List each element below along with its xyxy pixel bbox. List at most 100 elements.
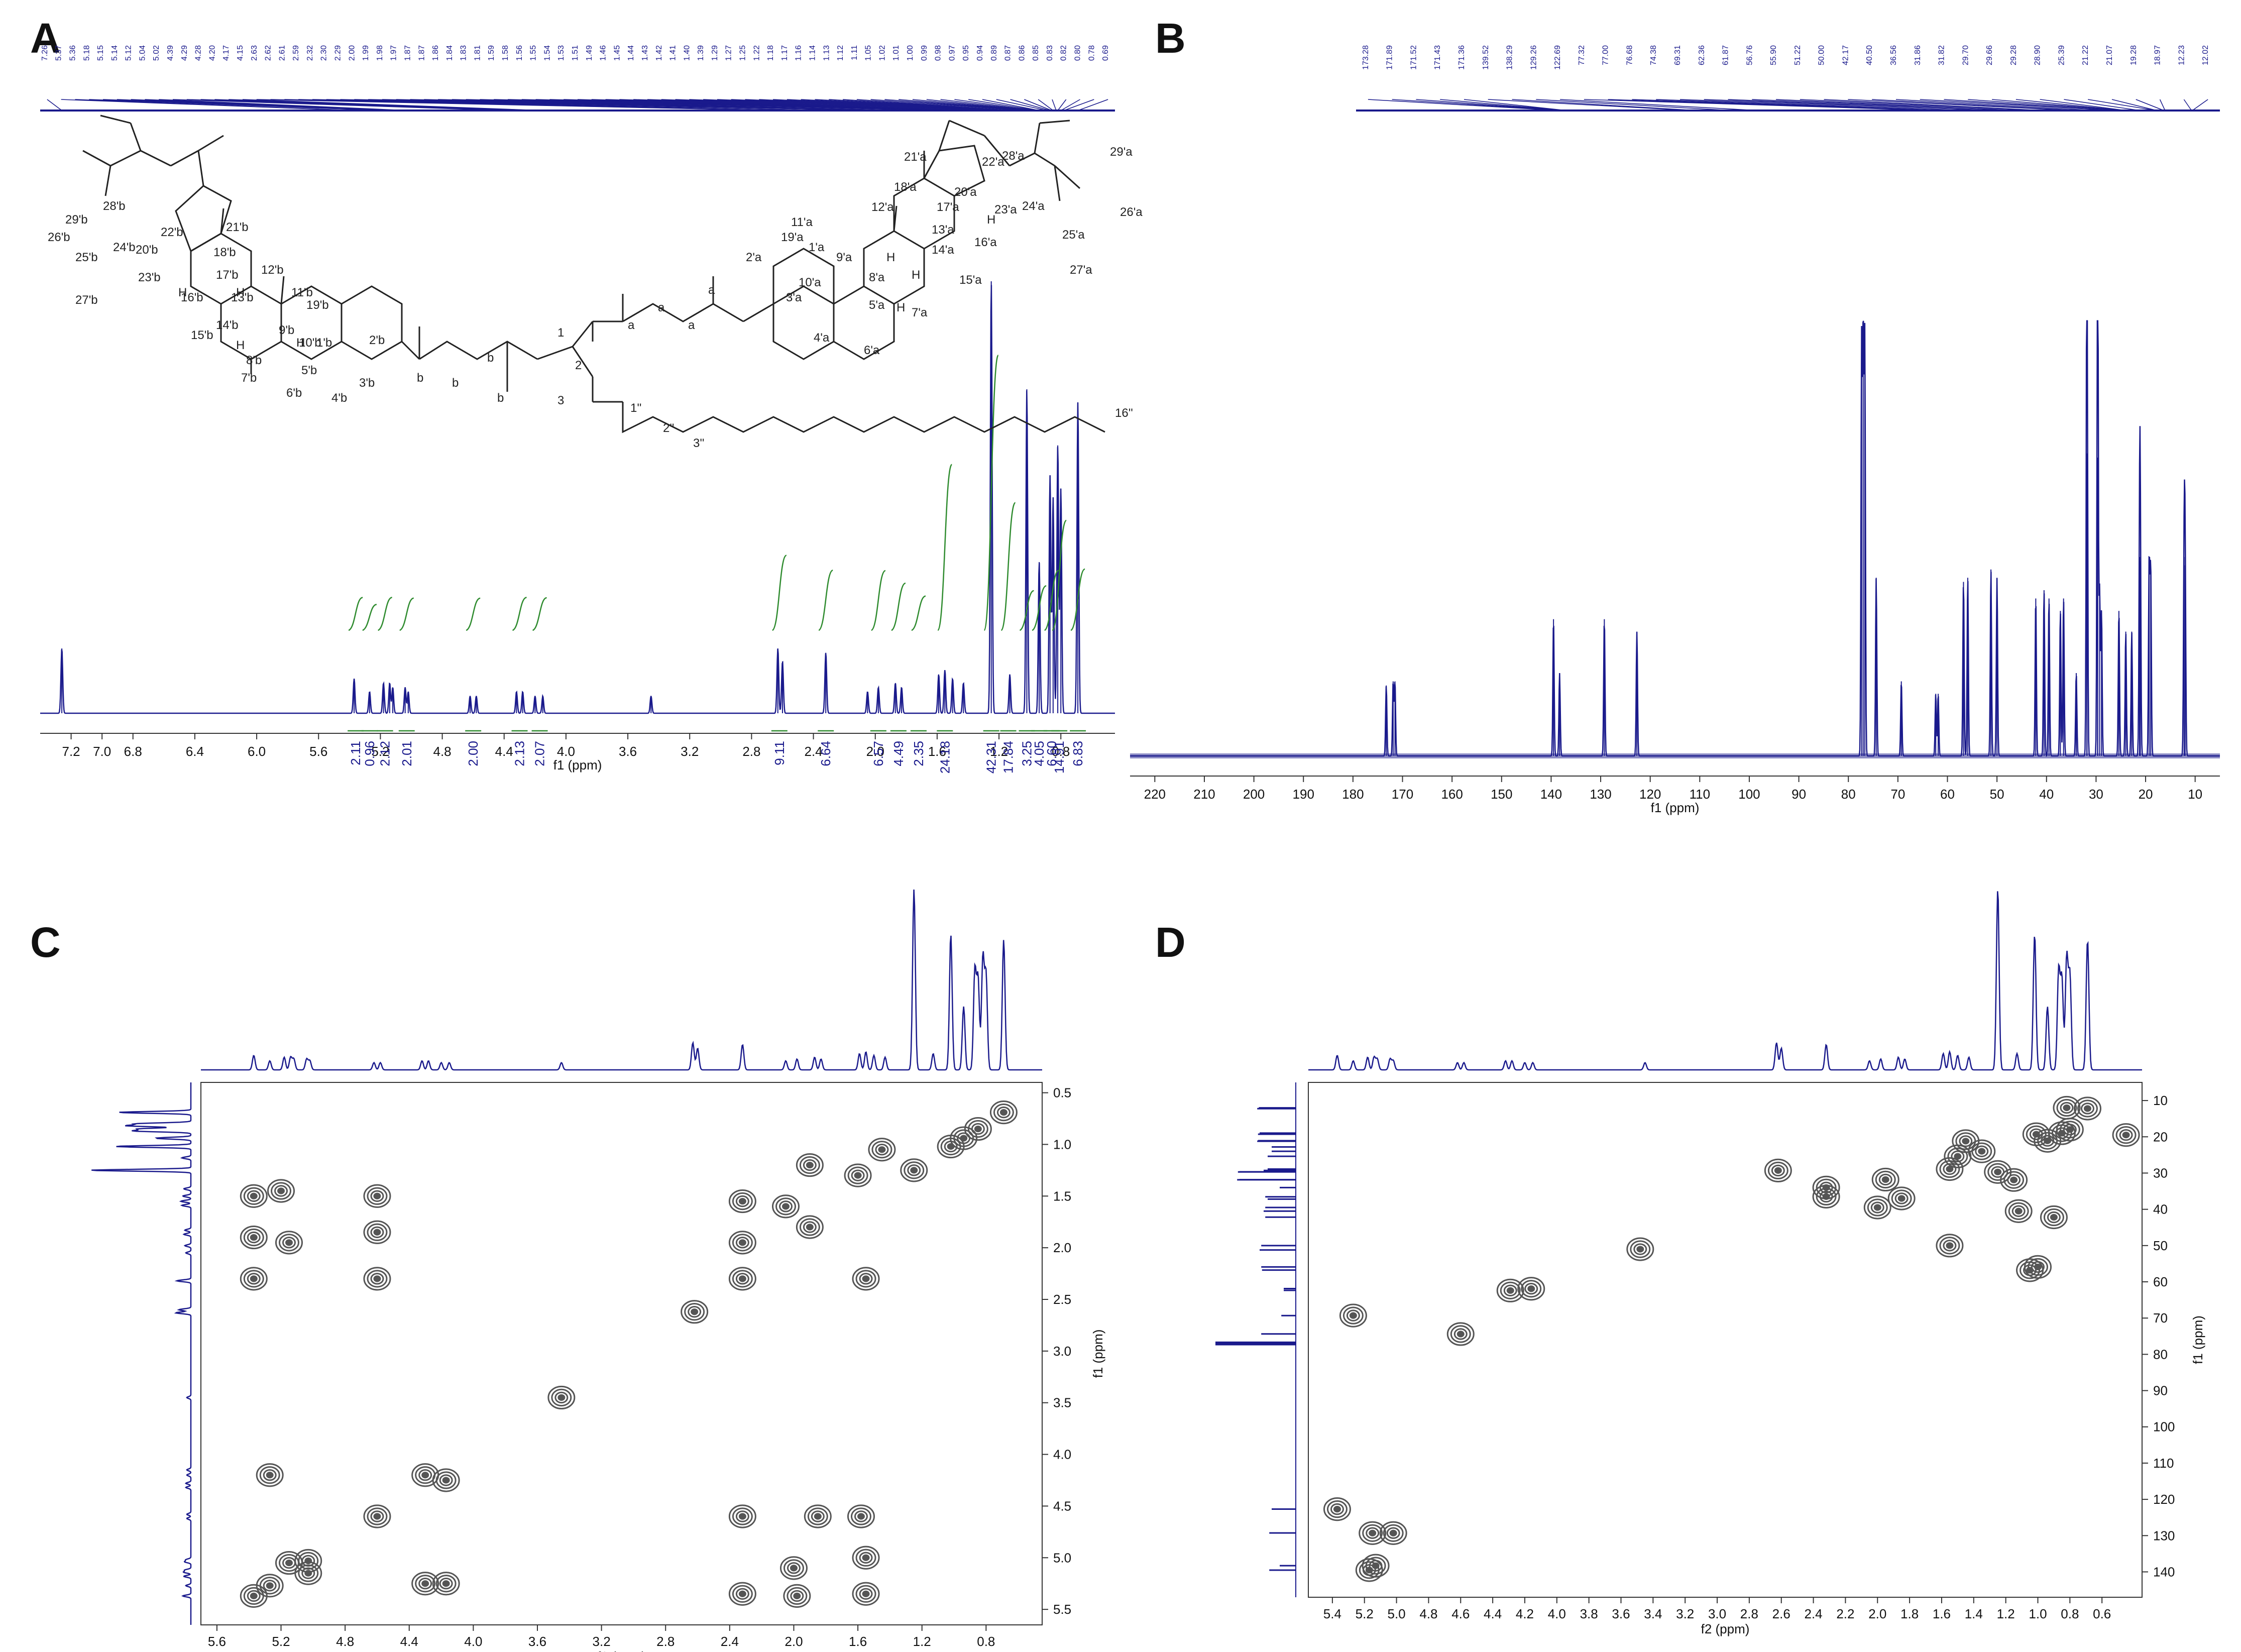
peak-label-35: 12.02 <box>2201 45 2210 65</box>
peak-label-18: 2.59 <box>292 45 300 61</box>
crosspeak-contour <box>1764 1158 1792 1183</box>
crosspeak-contour <box>1346 1309 1360 1321</box>
x-axis-title: f2 (ppm) <box>597 1649 646 1652</box>
peak-label-9: 4.39 <box>166 45 175 61</box>
peak-label-leader-34 <box>2183 99 2192 111</box>
peak-label-leader-47 <box>703 99 970 111</box>
peak-label-44: 1.42 <box>655 45 663 61</box>
peak-label-leader-26 <box>1992 99 2123 111</box>
crosspeak-contour <box>2050 1214 2058 1221</box>
peak-label-46: 1.40 <box>683 45 691 61</box>
peak-label-6: 138.29 <box>1506 45 1514 70</box>
crosspeak-contour <box>2073 1096 2101 1121</box>
x-tick-label-8: 2.4 <box>721 1634 739 1649</box>
crosspeak-contour <box>2056 1098 2077 1117</box>
crosspeak-contour <box>1771 1164 1785 1177</box>
linker-left <box>419 341 538 360</box>
y-tick-label-5: 3.0 <box>1053 1344 1071 1359</box>
peak-label-leader-17 <box>1776 99 2021 111</box>
structure-label-17: 14'b <box>216 318 239 332</box>
peak-label-33: 1.58 <box>501 45 510 61</box>
x-tick-label-9: 4.0 <box>557 744 575 759</box>
peak-label-5: 139.52 <box>1482 45 1490 70</box>
peak-label-leader-11 <box>200 99 523 111</box>
x-tick-label-5: 170 <box>1392 787 1413 802</box>
integral-label-9: 6.57 <box>871 741 886 766</box>
structure-label-46: 28'a <box>1002 149 1025 163</box>
crosspeak-contour <box>2063 1104 2071 1112</box>
peak-label-4: 5.15 <box>96 45 105 61</box>
x-tick-label-18: 40 <box>2039 787 2054 802</box>
peak-label-leader-74 <box>1060 99 1080 111</box>
crosspeak-contour <box>1971 1142 1992 1160</box>
crosspeak-contour <box>278 1234 299 1252</box>
crosspeak-contour <box>728 1504 756 1528</box>
plot-frame <box>200 1082 1043 1625</box>
structure-h-label-1: H <box>236 286 245 299</box>
x-tick-label-10: 3.4 <box>1644 1606 1662 1621</box>
peak-label-16: 56.76 <box>1745 45 1754 65</box>
peak-label-leader-12 <box>1656 99 1948 111</box>
x-tick-label-21: 1.2 <box>1997 1606 2015 1621</box>
peak-label-60: 1.02 <box>878 45 886 61</box>
crosspeak-contour <box>2077 1099 2098 1118</box>
x-tick-label-9: 130 <box>1590 787 1611 802</box>
crosspeak-contour <box>847 1166 868 1184</box>
x-tick-label-7: 4.8 <box>433 744 451 759</box>
x-tick-label-5: 5.6 <box>309 744 327 759</box>
crosspeak-contour <box>373 1513 381 1520</box>
crosspeak-contour <box>282 1237 296 1249</box>
integral-label-7: 9.11 <box>772 741 787 765</box>
peak-label-22: 2.00 <box>348 45 356 61</box>
peak-label-leader-71 <box>1038 99 1054 111</box>
x-tick-label-1: 5.2 <box>1356 1606 1374 1621</box>
structure-label-67: 27'a <box>1070 263 1092 277</box>
y-axis-title: f1 (ppm) <box>2190 1315 2205 1364</box>
peak-label-31: 1.81 <box>473 45 482 61</box>
crosspeak-contour <box>2066 1126 2074 1133</box>
crosspeak-contour <box>855 1585 876 1603</box>
crosspeak-contour <box>989 1100 1018 1125</box>
structure-label-58: 1'a <box>809 241 825 254</box>
integral-label-2: 2.12 <box>378 741 393 766</box>
crosspeak-contour <box>779 1556 808 1580</box>
crosspeak-contour <box>421 1472 429 1479</box>
structure-label-70: 7'a <box>912 306 928 319</box>
crosspeak-contour <box>735 1195 749 1207</box>
crosspeak-contour <box>301 1555 315 1567</box>
peak-label-23: 31.86 <box>1914 45 1922 65</box>
x-tick-label-1: 7.0 <box>93 744 111 759</box>
peak-label-13: 69.31 <box>1673 45 1682 65</box>
x-tick-label-8: 4.4 <box>495 744 513 759</box>
crosspeak-contour <box>793 1592 801 1599</box>
peak-label-24: 1.98 <box>376 45 384 61</box>
crosspeak-contour <box>1897 1195 1906 1202</box>
peak-label-leader-21 <box>340 99 831 111</box>
crosspeak-contour <box>844 1163 872 1187</box>
crosspeak-31 <box>852 1582 880 1606</box>
crosspeak-contour <box>2044 1137 2052 1144</box>
ring-b-right <box>833 285 895 360</box>
linker-right <box>622 303 744 322</box>
x-tick-label-11: 110 <box>1690 787 1710 802</box>
peak-label-69: 0.87 <box>1004 45 1013 61</box>
peak-label-leader-29 <box>2064 99 2140 111</box>
crosspeak-contour <box>259 1577 280 1595</box>
crosspeak-contour <box>907 1164 921 1176</box>
crosspeak-contour <box>1342 1306 1364 1325</box>
crosspeak-contour <box>370 1510 384 1522</box>
peak-label-30: 21.22 <box>2081 45 2090 65</box>
crosspeak-contour <box>418 1578 432 1590</box>
crosspeak-contour <box>363 1220 391 1244</box>
crosspeak-4 <box>1355 1558 1383 1582</box>
peak-label-2: 171.52 <box>1409 45 1418 70</box>
peak-label-leader-6 <box>1512 99 1697 111</box>
structure-label-69: 5'a <box>869 298 885 312</box>
ring-c-right <box>772 248 835 304</box>
peak-label-29: 1.84 <box>445 45 454 61</box>
crosspeak-8 <box>275 1551 303 1575</box>
crosspeak-contour <box>1891 1189 1912 1207</box>
y-tick-label-4: 2.5 <box>1053 1292 1071 1307</box>
peak-label-leader-19 <box>1824 99 2044 111</box>
